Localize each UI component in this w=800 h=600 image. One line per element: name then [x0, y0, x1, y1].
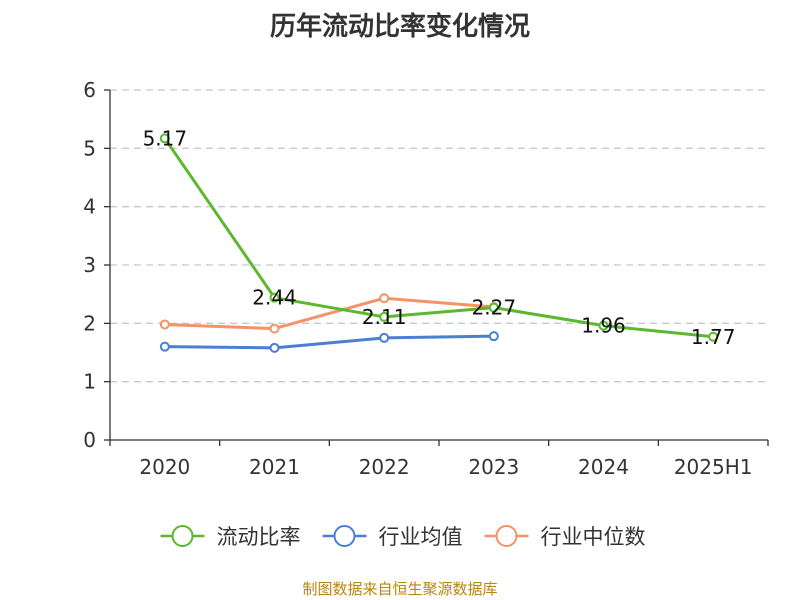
legend-item[interactable]: 行业中位数	[484, 525, 646, 549]
legend-label: 行业中位数	[541, 525, 646, 549]
legend-item[interactable]: 流动比率	[160, 525, 301, 549]
data-point[interactable]	[708, 331, 719, 342]
data-label: 1.96	[581, 314, 626, 338]
data-label: 2.27	[472, 296, 517, 320]
y-tick-label: 1	[83, 370, 96, 394]
data-point[interactable]	[159, 319, 170, 330]
x-tick-label: 2021	[249, 455, 300, 479]
data-label: 2.44	[252, 286, 297, 310]
x-tick-label: 2023	[468, 455, 519, 479]
y-tick-label: 6	[83, 78, 96, 102]
source-note: 制图数据来自恒生聚源数据库	[302, 580, 498, 598]
x-tick-label: 2022	[359, 455, 410, 479]
data-point[interactable]	[488, 331, 499, 342]
data-point[interactable]	[269, 292, 280, 303]
legend-item[interactable]: 行业均值	[322, 525, 463, 549]
series-line	[164, 334, 494, 350]
data-label: 1.77	[691, 325, 736, 349]
series-line	[163, 137, 714, 339]
grid-lines	[110, 89, 768, 383]
data-point[interactable]	[488, 302, 499, 313]
y-tick-label: 2	[83, 311, 96, 335]
data-label: 2.11	[362, 305, 407, 329]
data-point[interactable]	[598, 320, 609, 331]
series-layer	[159, 133, 719, 353]
x-tick-label: 2024	[578, 455, 629, 479]
y-tick-label: 3	[83, 253, 96, 277]
legend-marker	[171, 525, 194, 547]
data-point[interactable]	[379, 293, 390, 304]
x-tick-label: 2020	[139, 455, 190, 479]
legend[interactable]: 流动比率 行业均值 行业中位数	[160, 525, 646, 549]
data-point[interactable]	[379, 332, 390, 343]
y-tick-label: 0	[83, 428, 96, 452]
data-label: 5.17	[143, 126, 188, 150]
legend-label: 流动比率	[217, 525, 301, 549]
legend-label: 行业均值	[379, 525, 463, 549]
data-point[interactable]	[379, 311, 390, 322]
legend-marker	[495, 525, 518, 547]
data-point[interactable]	[159, 341, 170, 352]
y-tick-label: 5	[83, 136, 96, 160]
data-point[interactable]	[159, 133, 170, 144]
data-labels: 5.17 2.44 2.11 2.27 1.96 1.77	[143, 126, 736, 348]
series-line	[164, 296, 494, 331]
data-point[interactable]	[269, 323, 280, 334]
chart-title: 历年流动比率变化情况	[269, 12, 530, 42]
axes: 0 1 2 3 4 5 6 2020 2021 2022 2023 2024 2025H1	[83, 78, 769, 479]
data-point[interactable]	[269, 342, 280, 353]
legend-marker	[333, 525, 356, 547]
x-tick-label: 2025H1	[674, 455, 753, 479]
y-tick-label: 4	[83, 195, 96, 219]
